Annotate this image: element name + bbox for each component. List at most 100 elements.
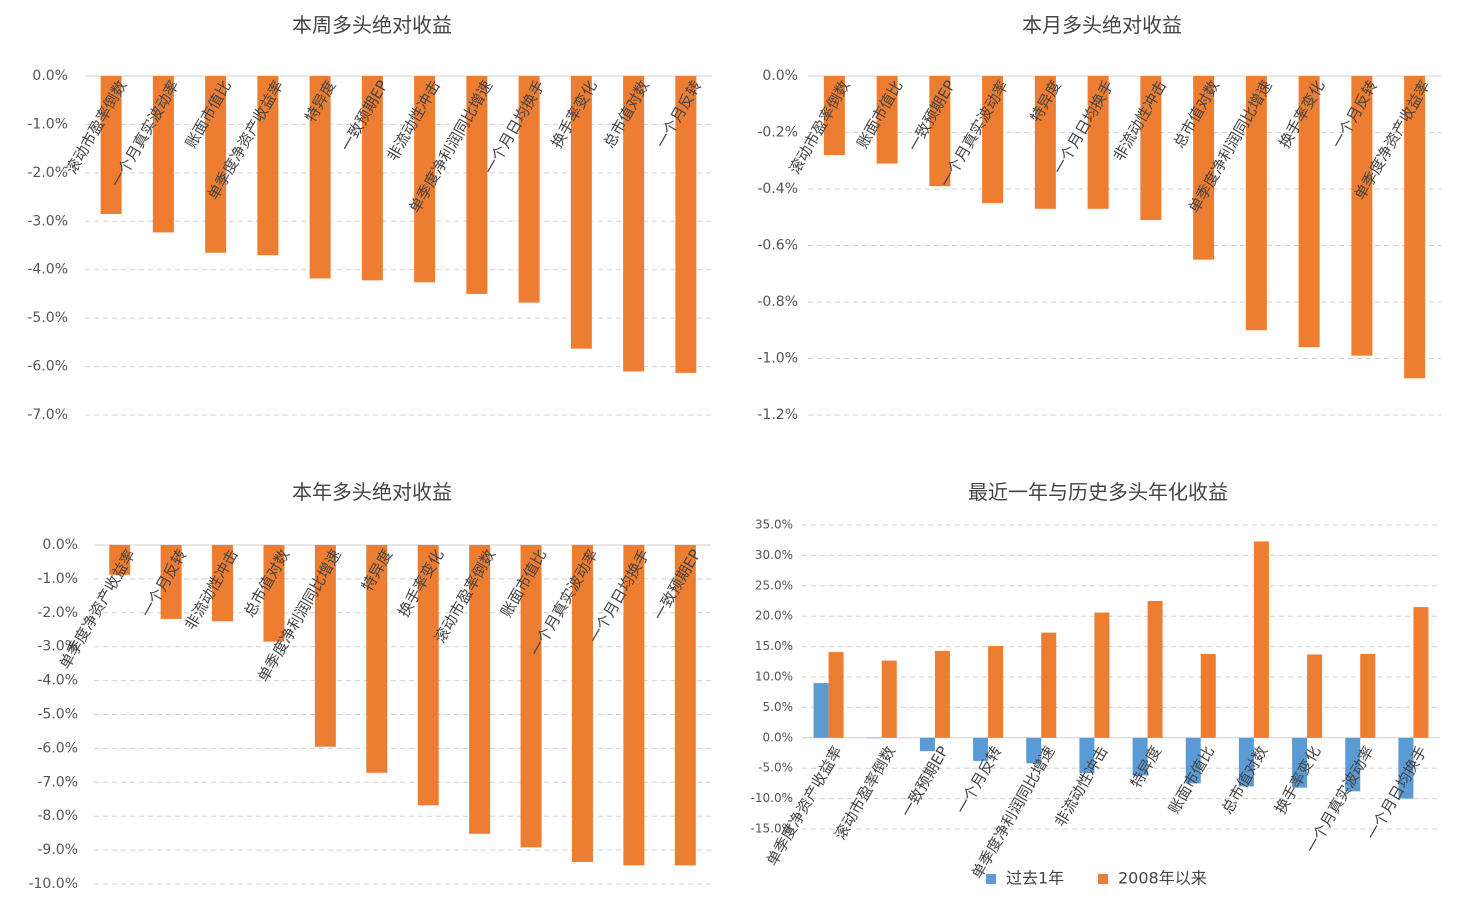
y-tick-label: -3.0% [27, 213, 68, 229]
bar [571, 545, 593, 862]
chart-panel-2: 本月多头绝对收益 0.0% -0.2% -0.4% -0.6% -0.8% -1.0% -1.… [757, 13, 1441, 423]
chart-panel-1: 本周多头绝对收益 0.0% -1.0% -2.0% -3.0% -4.0% -5.0% -6.… [27, 13, 712, 423]
y-tick-label: -15.0% [751, 822, 793, 836]
bar [160, 545, 182, 619]
y-tick-label: 15.0% [755, 639, 793, 653]
legend-label: 过去1年 [1006, 869, 1064, 888]
y-tick-label: -2.0% [27, 165, 68, 181]
y-tick-label: -5.0% [37, 707, 78, 723]
y-tick-label: 0.0% [32, 68, 68, 84]
bar [1034, 76, 1056, 209]
y-tick-label: -7.0% [27, 407, 68, 423]
category-label: 特异度 [301, 77, 339, 125]
bar [674, 545, 696, 866]
bar [414, 76, 436, 283]
bar [257, 76, 279, 256]
bar [828, 652, 844, 738]
bar [1345, 737, 1361, 792]
bar [929, 76, 951, 187]
bar [1200, 653, 1216, 738]
bar [1140, 76, 1162, 221]
y-tick-label: -0.8% [757, 294, 798, 310]
bar [823, 76, 845, 156]
y-tick-label: -0.2% [757, 125, 798, 141]
y-tick-label: -0.6% [757, 238, 798, 254]
bar [314, 545, 336, 747]
category-label: 一致预期EP [897, 743, 952, 820]
legend-label: 2008年以来 [1118, 869, 1207, 888]
y-tick-label: -1.0% [27, 116, 68, 132]
bar [1245, 76, 1267, 331]
bar [1398, 737, 1414, 799]
bar [934, 650, 950, 738]
y-tick-label: 0.0% [42, 537, 78, 553]
y-tick-label: -4.0% [27, 262, 68, 278]
bar [1026, 737, 1042, 764]
bar [466, 76, 488, 294]
bar [361, 76, 383, 281]
bar [100, 76, 122, 215]
bar [988, 645, 1004, 738]
bar [919, 737, 935, 752]
y-tick-label: -1.0% [37, 571, 78, 587]
y-tick-label: -9.0% [37, 842, 78, 858]
bar [1351, 76, 1373, 356]
bar [623, 545, 645, 866]
bar [1360, 653, 1376, 738]
bar [881, 660, 897, 738]
y-tick-label: -0.4% [757, 181, 798, 197]
bar [623, 76, 645, 372]
bar [109, 545, 131, 575]
bar [1193, 76, 1215, 260]
bar [866, 737, 882, 739]
bar [1041, 632, 1057, 738]
y-tick-label: -10.0% [28, 876, 78, 892]
bar [982, 76, 1004, 204]
bar [1094, 612, 1110, 738]
y-tick-label: 0.0% [762, 68, 798, 84]
y-tick-label: 20.0% [755, 609, 793, 623]
bar [1253, 541, 1269, 738]
y-tick-label: 10.0% [755, 670, 793, 684]
bar [973, 737, 989, 761]
bar [205, 76, 227, 253]
bar [1132, 737, 1148, 776]
y-tick-label: 0.0% [763, 730, 794, 744]
bar [152, 76, 174, 233]
y-tick-label: -5.0% [27, 310, 68, 326]
y-tick-label: -5.0% [758, 761, 793, 775]
y-tick-label: 35.0% [755, 518, 793, 532]
chart-title: 本周多头绝对收益 [292, 13, 452, 37]
chart-title: 本年多头绝对收益 [292, 480, 452, 504]
chart-panel-3: 本年多头绝对收益 0.0% -1.0% -2.0% -3.0% -4.0% -5.0% -6.… [28, 480, 711, 892]
bar [518, 76, 540, 303]
bar [1238, 737, 1254, 787]
category-label: 特异度 [1127, 743, 1165, 791]
chart-title: 本月多头绝对收益 [1022, 13, 1182, 37]
chart-panel-4: 最近一年与历史多头年化收益 35.0% 30.0% 25.0% 20.0% 15.0% 10… [751, 480, 1440, 888]
bar [469, 545, 491, 834]
y-tick-label: 30.0% [755, 548, 793, 562]
bar [1307, 654, 1323, 738]
category-label: 特异度 [1027, 77, 1065, 125]
bar [1292, 737, 1308, 788]
bar [263, 545, 285, 642]
legend-swatch [1098, 874, 1108, 884]
bar [1298, 76, 1320, 348]
chart-title: 最近一年与历史多头年化收益 [968, 480, 1228, 504]
legend-swatch [986, 874, 996, 884]
y-tick-label: -7.0% [37, 774, 78, 790]
bar [366, 545, 388, 773]
bar [570, 76, 592, 349]
bar [309, 76, 331, 279]
y-tick-label: -4.0% [37, 673, 78, 689]
y-tick-label: -3.0% [37, 639, 78, 655]
bar [417, 545, 439, 806]
y-tick-label: -6.0% [37, 740, 78, 756]
bar [1147, 601, 1163, 738]
y-tick-label: -8.0% [37, 808, 78, 824]
bar [1185, 737, 1201, 784]
bar [1404, 76, 1426, 379]
y-tick-label: -1.0% [757, 351, 798, 367]
